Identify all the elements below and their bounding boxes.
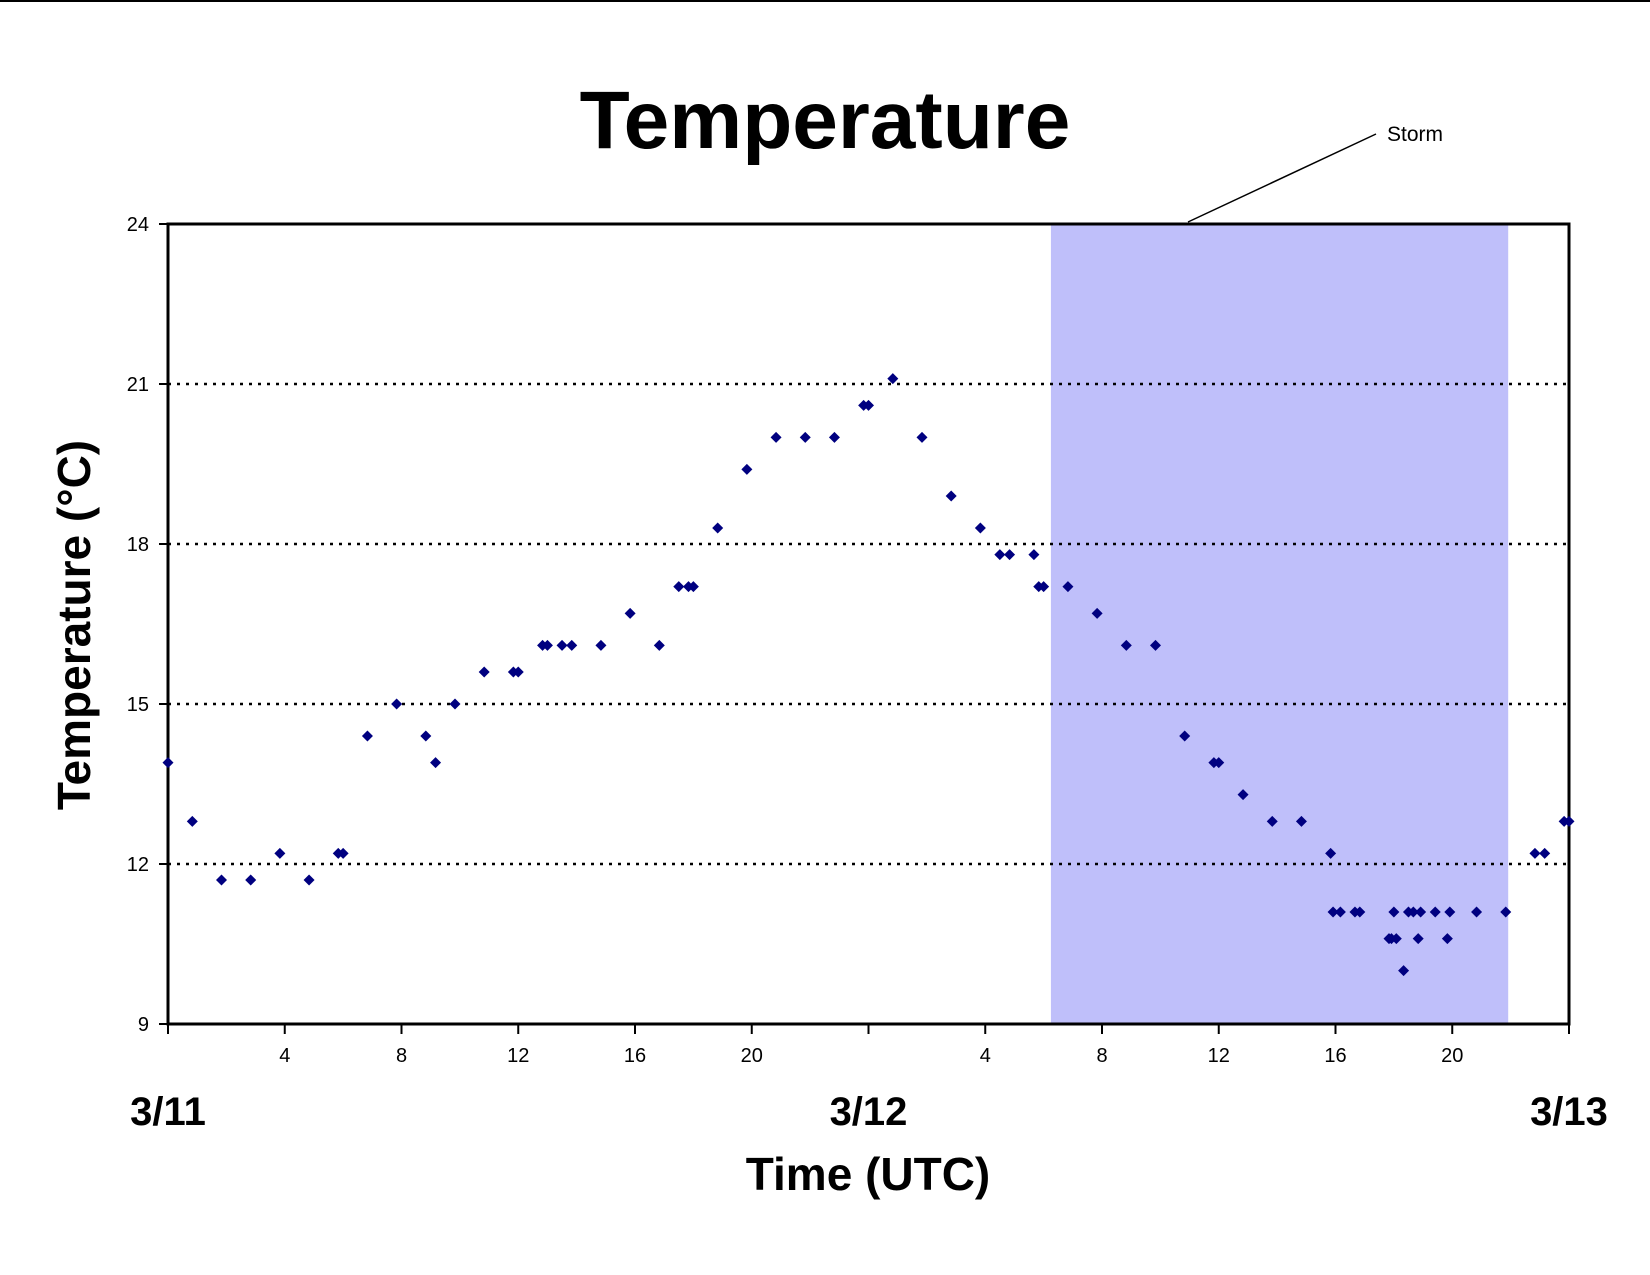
data-point — [916, 431, 928, 443]
data-point — [337, 847, 349, 859]
data-point — [162, 757, 174, 769]
data-point — [1325, 847, 1337, 859]
data-point — [1539, 847, 1551, 859]
data-point — [245, 874, 257, 886]
data-point — [1415, 906, 1427, 918]
x-tick-label: 4 — [279, 1045, 290, 1067]
data-point — [1500, 906, 1512, 918]
x-tick-label: 12 — [507, 1045, 529, 1067]
data-point — [1529, 847, 1541, 859]
y-axis-title: Temperature (°C) — [48, 440, 100, 810]
data-point — [391, 698, 403, 710]
data-point — [541, 639, 553, 651]
data-point — [1213, 757, 1225, 769]
data-point — [1429, 906, 1441, 918]
data-point — [1398, 965, 1410, 977]
data-point — [770, 431, 782, 443]
data-point — [1150, 639, 1162, 651]
data-point — [430, 757, 442, 769]
data-point — [1266, 815, 1278, 827]
data-point — [1004, 549, 1016, 561]
data-point — [1179, 730, 1191, 742]
data-point — [512, 666, 524, 678]
data-point — [945, 490, 957, 502]
data-point — [1444, 906, 1456, 918]
x-tick-label: 8 — [396, 1045, 407, 1067]
data-point — [303, 874, 315, 886]
data-point — [887, 373, 899, 385]
x-tick-label: 20 — [1441, 1045, 1463, 1067]
data-point — [1390, 933, 1402, 945]
x-axis-title: Time (UTC) — [746, 1148, 991, 1200]
data-point — [420, 730, 432, 742]
data-point — [1062, 581, 1074, 593]
data-point — [274, 847, 286, 859]
storm-shaded-region — [1050, 224, 1509, 1024]
data-point — [1334, 906, 1346, 918]
data-point — [449, 698, 461, 710]
data-point — [1471, 906, 1483, 918]
data-point — [863, 399, 874, 411]
data-point — [1237, 789, 1249, 801]
data-point — [1563, 815, 1575, 827]
chart-title: Temperature — [580, 75, 1071, 166]
data-point — [1388, 906, 1400, 918]
y-tick-label: 18 — [127, 534, 149, 556]
x-tick-label: 4 — [980, 1045, 991, 1067]
data-point — [741, 463, 753, 475]
data-point — [1412, 933, 1424, 945]
data-point — [1091, 607, 1103, 619]
storm-annotation-leader — [1187, 133, 1377, 223]
y-tick-label: 21 — [127, 374, 149, 396]
y-tick-label: 9 — [138, 1014, 149, 1036]
data-point — [673, 581, 685, 593]
x-tick-label: 8 — [1096, 1045, 1107, 1067]
data-point — [216, 874, 228, 886]
x-tick-label: 16 — [624, 1045, 646, 1067]
data-point — [799, 431, 811, 443]
data-point — [1120, 639, 1132, 651]
data-point — [624, 607, 636, 619]
y-tick-label: 15 — [127, 694, 149, 716]
top-border-line — [0, 0, 1650, 2]
data-point — [1354, 906, 1366, 918]
data-point — [186, 815, 198, 827]
data-point — [712, 522, 724, 534]
y-tick-label: 24 — [127, 214, 149, 236]
data-point — [974, 522, 986, 534]
data-point — [1038, 581, 1050, 593]
data-point — [556, 639, 568, 651]
storm-annotation-label: Storm — [1387, 123, 1443, 146]
data-point — [478, 666, 490, 678]
y-tick-label: 12 — [127, 854, 149, 876]
data-point — [994, 549, 1006, 561]
data-point — [828, 431, 840, 443]
data-point — [1327, 906, 1339, 918]
data-point — [1441, 933, 1453, 945]
data-point — [566, 639, 578, 651]
data-point — [687, 581, 699, 593]
x-tick-label: 12 — [1208, 1045, 1230, 1067]
data-point — [1295, 815, 1307, 827]
x-tick-label: 16 — [1324, 1045, 1346, 1067]
data-point — [595, 639, 607, 651]
data-point — [361, 730, 373, 742]
date-label: 3/12 — [830, 1090, 908, 1134]
date-label: 3/11 — [130, 1090, 206, 1134]
data-point — [1028, 549, 1040, 561]
date-label: 3/13 — [1530, 1090, 1608, 1134]
data-point — [653, 639, 665, 651]
plot-area: 9 12 15 18 21 24 4 8 12 16 20 4 8 12 16 20 3/11 3/12 3/13 — [127, 133, 1608, 1134]
x-tick-label: 20 — [741, 1045, 763, 1067]
data-point — [1407, 906, 1419, 918]
